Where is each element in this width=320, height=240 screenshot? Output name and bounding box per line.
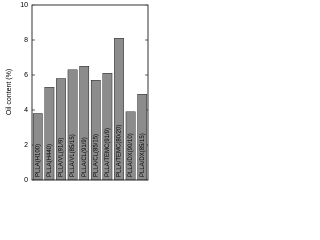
x-tick-label: PLLA/TEMC(80/20): [117, 125, 123, 177]
y-tick-label: 2: [24, 142, 28, 149]
x-tick-label: PLLA/DX(90/10): [128, 133, 134, 177]
page: Oil content (%) 0 2 4 6 8 10 PLLA(H100) PLLA(H4…: [5, 1, 149, 184]
y-tick-label: 4: [24, 107, 28, 114]
y-tick-label: 0: [24, 177, 28, 184]
chart: Oil content (%) 0 2 4 6 8 10 PLLA(H100) PLLA(H4…: [6, 2, 149, 184]
x-tick-label: PLLA/VL(91/9): [59, 138, 65, 177]
plot-frame: [31, 4, 149, 181]
y-axis-label: Oil content (%): [6, 69, 13, 115]
x-tick-label: PLLA/VL(85/15): [70, 134, 76, 177]
x-tick-label: PLLA(H100): [35, 144, 41, 177]
x-tick-label: PLLA/DX(85/15): [140, 133, 146, 177]
y-tick-label: 8: [24, 37, 28, 44]
x-tick-label: PLLA/TEMC(91/9): [105, 128, 111, 177]
y-tick-label: 10: [20, 2, 28, 9]
y-tick-label: 6: [24, 72, 28, 79]
x-tick-label: PLLA/CL(85/15): [93, 134, 99, 177]
x-tick-label: PLLA(H440): [47, 144, 53, 177]
x-tick-label: PLLA/CL(91/9): [82, 137, 88, 177]
